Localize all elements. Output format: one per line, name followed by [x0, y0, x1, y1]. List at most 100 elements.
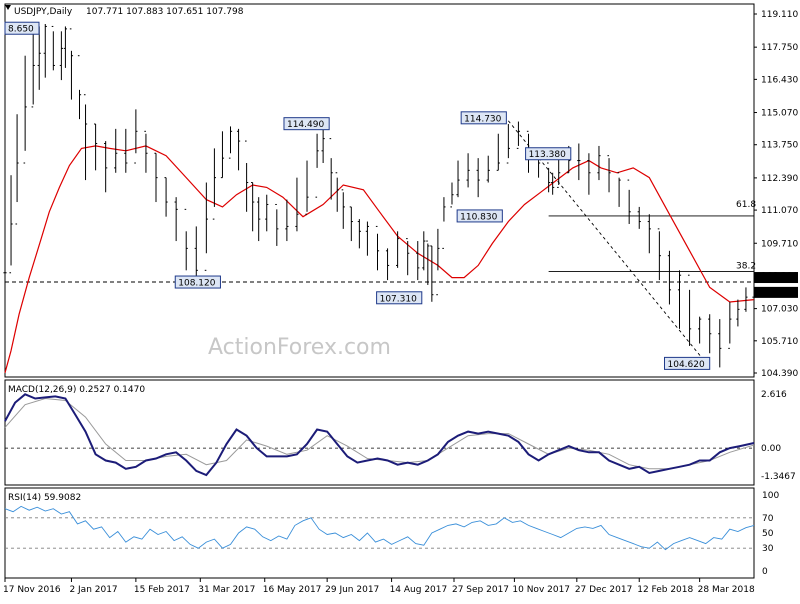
annotation-text: 8.650 [8, 25, 34, 35]
ohlc-bar [59, 31, 63, 81]
ohlc-bar [265, 194, 269, 232]
ohlc-bar [15, 114, 19, 225]
x-tick-label: 29 Jun 2017 [325, 585, 379, 595]
price-y-tick-label: 105.710 [761, 337, 798, 347]
price-y-tick-label: 113.750 [761, 141, 798, 151]
collapse-arrow-icon [5, 5, 11, 10]
annotation-text: 113.380 [529, 150, 566, 160]
ohlc-bar [607, 155, 611, 193]
price-y-tick-label: 111.070 [761, 206, 798, 216]
ohlc-bar [184, 208, 188, 271]
ohlc-bar [174, 197, 178, 242]
ohlc-bar [295, 177, 299, 232]
price-y-tick-label: 104.390 [761, 369, 798, 379]
ohlc-bar [3, 231, 7, 303]
ohlc-bar [204, 182, 208, 271]
ohlc-bar [114, 128, 118, 173]
x-tick-label: 27 Sep 2017 [452, 585, 509, 595]
price-y-tick-label: 107.030 [761, 305, 798, 315]
ohlc-bar [83, 94, 88, 181]
ohlc-bar [406, 238, 410, 276]
x-tick-label: 31 Mar 2017 [198, 585, 255, 595]
ohlc-bar [144, 130, 148, 173]
ohlc-bar [627, 179, 631, 224]
ohlc-bar [708, 314, 712, 354]
symbol-label: USDJPY,Daily [14, 7, 73, 17]
ohlc-bar [251, 182, 255, 232]
price-annotation: 8.650 [4, 21, 40, 35]
x-tick-label: 2 Jan 2017 [69, 585, 117, 595]
y-axis-labels: 119.110 117.750 116.430 115.070 113.750 112.3… [754, 10, 798, 577]
ohlc-bar [396, 231, 400, 268]
ohlc-bar [718, 319, 722, 368]
ohlc-bar [228, 126, 233, 159]
ohlc-bar [37, 26, 41, 90]
ohlc-bar [9, 175, 13, 274]
ohlc-bar [257, 197, 261, 242]
macd-y-tick-label: 0.00 [761, 444, 781, 454]
ohlc-bar [335, 172, 339, 212]
macd-panel-frame [4, 379, 755, 486]
annotation-box [4, 21, 40, 35]
annotation-text: 107.310 [380, 294, 417, 304]
ohlc-bar [476, 158, 480, 198]
x-tick-label: 17 Nov 2016 [3, 585, 61, 595]
ohlc-bar [698, 316, 702, 344]
macd-y-tick-label: 2.616 [761, 390, 787, 400]
annotation-box [283, 117, 330, 131]
price-y-tick-label: 115.070 [761, 109, 798, 119]
rsi-y-tick-label: 30 [762, 544, 774, 554]
ohlc-bar [667, 250, 672, 305]
ohlc-bar [275, 203, 279, 246]
ohlc-bar [349, 206, 353, 242]
ohlc-bar [212, 148, 216, 220]
rsi-y-tick-label: 50 [762, 529, 774, 539]
rsi-y-tick-label: 70 [762, 514, 774, 524]
rsi-y-tick-label: 100 [762, 491, 779, 501]
ohlc-bar [94, 123, 98, 171]
price-annotation: 108.120 [174, 275, 221, 289]
rsi-title: RSI(14) 59.9082 [8, 493, 81, 503]
price-tag-box [754, 272, 798, 284]
ohlc-bar [597, 145, 601, 181]
rsi-panel-frame [4, 487, 755, 579]
annotation-box [376, 291, 423, 305]
ohlc-bar [744, 287, 748, 312]
ohlc-bar [587, 153, 591, 195]
ohlc-bar [315, 133, 319, 198]
annotation-box [460, 111, 507, 125]
price-annotations: 8.650 114.490 114.730 113.380 110.830 108.120… [4, 21, 756, 370]
annotation-box [174, 275, 221, 289]
ohlc-bar [194, 226, 198, 278]
fib-label: 38.2 [736, 262, 756, 272]
price-tag-text: 107.798 [759, 288, 796, 298]
macd-title: MACD(12,26,9) 0.2527 0.1470 [8, 385, 145, 395]
ohlc-bar [657, 228, 661, 281]
ohlc-bar [436, 228, 440, 296]
ohlc-bar [677, 270, 682, 329]
ohlc-bar [385, 248, 390, 281]
chart-header: USDJPY,Daily 107.771 107.883 107.651 107… [5, 5, 244, 17]
ohlc-bar [51, 25, 55, 71]
x-tick-label: 28 Mar 2018 [698, 585, 755, 595]
macd-series [4, 393, 755, 477]
annotation-text: 104.620 [668, 360, 705, 370]
x-tick-label: 10 Nov 2017 [512, 585, 570, 595]
x-tick-label: 14 Aug 2017 [390, 585, 448, 595]
price-y-tick-label: 117.750 [761, 43, 798, 53]
ohlc-bar [365, 221, 370, 256]
rsi-line [4, 505, 755, 551]
trendline-dashed [508, 120, 711, 368]
annotation-box [456, 209, 503, 223]
ohlc-bar [416, 241, 420, 281]
fib-label: 61.8 [736, 200, 756, 210]
ohlc-bar [134, 109, 138, 164]
ohlc-bar [647, 214, 651, 254]
ohlc-bar [577, 143, 581, 181]
x-tick-label: 12 Feb 2018 [637, 585, 693, 595]
price-annotation: 114.490 [283, 117, 330, 131]
ohlc-bar [456, 160, 460, 198]
ohlc-bar [104, 141, 108, 193]
ohlc-bar [617, 172, 621, 207]
